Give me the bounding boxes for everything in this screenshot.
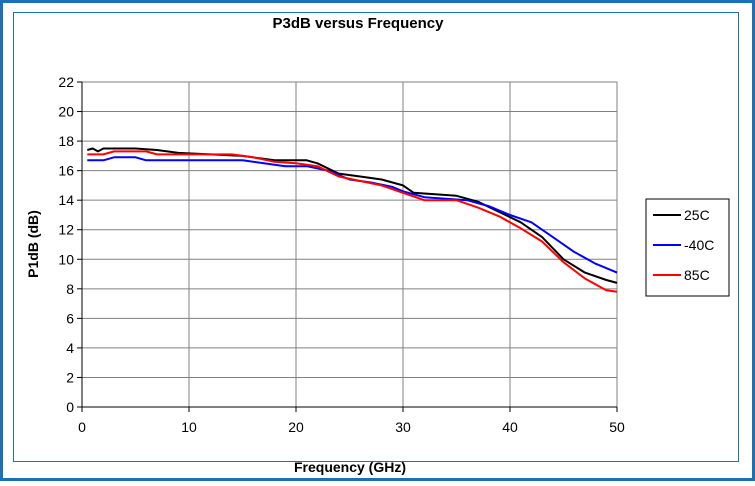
y-tick-label: 12	[58, 222, 74, 238]
y-tick-label: 0	[66, 399, 74, 415]
series-lines	[87, 147, 618, 293]
y-tick-label: 20	[58, 104, 74, 120]
x-tick-label: 0	[78, 419, 86, 435]
y-tick-label: 16	[58, 163, 74, 179]
x-axis-label: Frequency (GHz)	[294, 459, 406, 475]
plot-area	[81, 81, 618, 408]
y-tick-label: 2	[66, 369, 74, 385]
x-tick-label: 30	[395, 419, 411, 435]
y-tick-label: 10	[58, 251, 74, 267]
y-tick-label: 6	[66, 310, 74, 326]
x-tick-label: 10	[181, 419, 197, 435]
series-line-25C	[87, 147, 618, 284]
legend-label-85C: 85C	[684, 267, 710, 283]
x-tick-label: 20	[288, 419, 304, 435]
y-tick-label: 4	[66, 340, 74, 356]
y-tick-label: 14	[58, 192, 74, 208]
series-line-85C	[87, 150, 618, 293]
y-tick-label: 8	[66, 281, 74, 297]
y-tick-label: 22	[58, 74, 74, 90]
y-axis-label: P1dB (dB)	[25, 210, 41, 278]
y-tick-label: 18	[58, 133, 74, 149]
x-tick-label: 50	[609, 419, 625, 435]
tick-labels: 0 2 4 6 8 10 12 14 16 18 20 22 0 10 20 30 40 50	[58, 74, 625, 435]
legend: 25C -40C 85C	[645, 198, 730, 297]
legend-label--40C: -40C	[684, 237, 714, 253]
legend-label-25C: 25C	[684, 207, 710, 223]
chart-title: P3dB versus Frequency	[273, 15, 445, 32]
x-tick-label: 40	[502, 419, 518, 435]
grid-lines	[82, 81, 617, 407]
